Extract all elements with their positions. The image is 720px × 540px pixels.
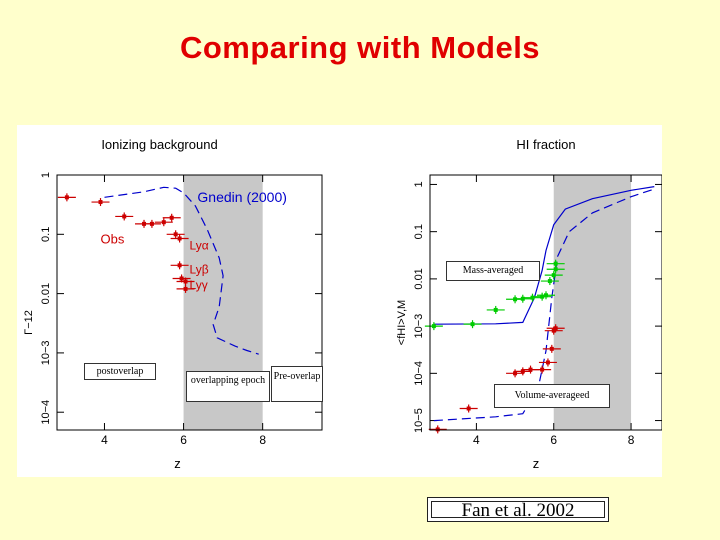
x-tick-label: 8: [259, 433, 266, 447]
data-point: [486, 305, 505, 314]
data-point: [170, 261, 189, 270]
data-point: [513, 294, 532, 303]
data-point: [166, 230, 185, 239]
y-axis-label: <fHI>V,M: [396, 300, 408, 345]
y-tick-label: 10−4: [40, 400, 52, 425]
data-point: [538, 358, 557, 367]
plot-frame: [429, 174, 662, 431]
data-point: [459, 404, 478, 413]
chart-canvas: Ionizing background z Γ−12 4 6 810.10.0110…: [23, 137, 662, 471]
data-point: [463, 320, 482, 329]
x-tick-label: 6: [550, 433, 557, 447]
data-point: [176, 277, 195, 286]
y-tick-label: 10−3: [40, 341, 52, 366]
data-point: [540, 277, 559, 286]
lyb-label: Lyβ: [190, 262, 209, 276]
series-line: [433, 188, 655, 422]
x-tick-label: 4: [473, 433, 480, 447]
citation: Fan et al. 2002: [427, 497, 609, 522]
hi-fraction-panel: HI fraction z <fHI>V,M 4 6 8 1 0.1 0.01 10−3 10…: [396, 137, 662, 471]
volume-averaged-note: Volume-averageed: [494, 384, 610, 408]
data-point: [115, 212, 134, 221]
y-tick-label: 0.1: [413, 224, 425, 239]
preoverlap-note: Pre-overlap: [271, 366, 323, 402]
data-point: [523, 293, 542, 302]
y-tick-label: 0.01: [413, 268, 425, 289]
y-tick-label: 0.01: [40, 283, 52, 304]
data-point: [176, 284, 195, 293]
model-label: Gnedin (2000): [197, 189, 287, 205]
ionizing-background-panel: Ionizing background z Γ−12 4 6 8 1 0.1 0.01 10…: [23, 137, 323, 471]
postoverlap-note: postoverlap: [84, 363, 156, 380]
x-axis-label: z: [174, 456, 181, 471]
series-line: [104, 186, 259, 355]
data-point: [91, 198, 110, 207]
series-line: [433, 186, 655, 325]
data-point: [533, 292, 552, 301]
lya-label: Lyα: [190, 239, 209, 253]
slide-title: Comparing with Models: [179, 30, 541, 65]
data-point: [542, 344, 561, 353]
panel-title: Ionizing background: [101, 137, 217, 152]
panel-title: HI fraction: [516, 137, 575, 152]
data-point: [57, 193, 76, 202]
data-point: [546, 324, 565, 333]
figure: Ionizing background z Γ−12 4 6 8 1 0.1 0.01 10…: [17, 125, 662, 477]
y-tick-label: 1: [40, 172, 52, 178]
x-axis-label: z: [533, 456, 540, 471]
data-point: [170, 234, 189, 243]
x-tick-label: 8: [628, 433, 635, 447]
data-point: [424, 322, 443, 331]
lyg-label: Lyγ: [190, 278, 208, 292]
y-tick-label: 10−5: [413, 408, 425, 433]
overlapping-epoch-note: overlapping epoch: [186, 371, 270, 402]
data-point: [546, 259, 565, 268]
plot-frame: [56, 174, 323, 431]
data-point: [537, 291, 555, 300]
data-point: [154, 218, 173, 227]
x-tick-label: 4: [101, 433, 108, 447]
data-point: [533, 365, 552, 374]
y-axis-label: Γ−12: [23, 310, 35, 335]
y-tick-label: 10−3: [413, 314, 425, 339]
mass-averaged-note: Mass-averaged: [446, 261, 540, 281]
data-point: [162, 213, 181, 222]
obs-label: Obs: [101, 231, 125, 246]
data-point: [428, 425, 447, 434]
y-tick-label: 1: [413, 181, 425, 187]
data-point: [142, 219, 161, 228]
data-point: [544, 271, 563, 280]
x-tick-label: 6: [180, 433, 187, 447]
y-tick-label: 10−4: [413, 361, 425, 386]
y-tick-label: 0.1: [40, 227, 52, 242]
